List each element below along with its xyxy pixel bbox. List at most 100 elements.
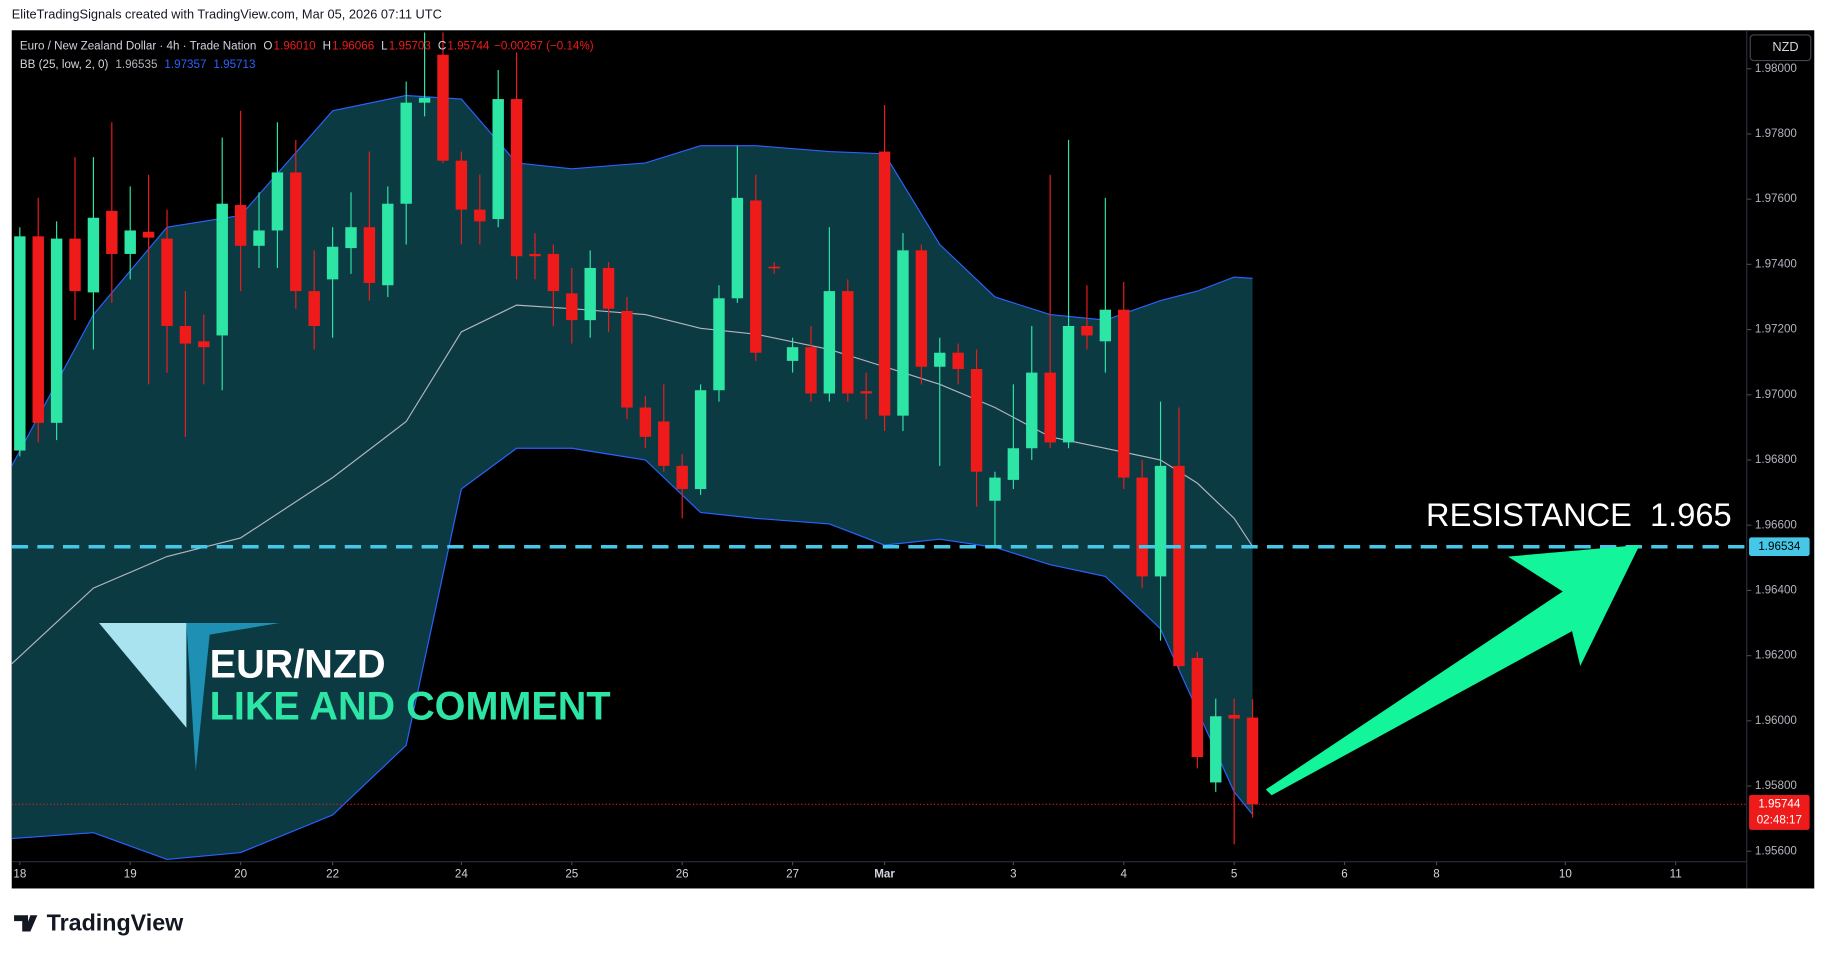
candle-body	[860, 391, 872, 394]
candle-body	[1099, 309, 1112, 342]
y-tick-label: 1.95600	[1755, 844, 1798, 857]
candle-body	[216, 203, 228, 336]
band-upper	[11, 94, 1253, 467]
ohlc-value: 1.96066	[332, 40, 374, 53]
candle-body	[474, 209, 486, 222]
x-tick-label: 10	[1559, 868, 1572, 881]
ohlc-value: 1.95744	[447, 40, 490, 53]
x-tick-label: 24	[455, 868, 468, 881]
band-middle	[11, 304, 1254, 665]
candle-body	[124, 230, 136, 254]
x-tick-label: 11	[1670, 868, 1682, 881]
candle-body	[658, 421, 670, 466]
candle-body	[823, 291, 836, 394]
candle-body	[750, 200, 762, 353]
candle-body	[1210, 716, 1222, 783]
band-middle-value: 1.96535	[115, 58, 157, 71]
candle-body	[142, 231, 155, 238]
candle-body	[345, 227, 357, 249]
band-upper-value: 1.97357	[164, 58, 206, 71]
candle-body	[970, 369, 983, 472]
change: −0.00267 (−0.14%)	[494, 40, 594, 53]
x-tick-label: 26	[676, 868, 689, 881]
candle-body	[713, 298, 725, 391]
candle-body	[1136, 477, 1148, 577]
x-tick-label: 18	[13, 868, 26, 881]
candle-body	[897, 250, 909, 416]
footer-brand: TradingView	[47, 910, 185, 936]
y-tick-label: 1.98000	[1755, 62, 1798, 75]
candle-body	[639, 407, 652, 437]
logo-left	[99, 622, 187, 728]
candle-body	[1228, 714, 1240, 719]
candle-body	[437, 54, 449, 161]
symbol-title: Euro / New Zealand Dollar · 4h · Trade N…	[20, 40, 256, 53]
candle-body	[363, 227, 376, 283]
resistance-price: 1.96534	[1758, 540, 1801, 553]
candle-body	[676, 465, 688, 490]
candle-body	[786, 347, 799, 361]
candle-body	[1044, 372, 1056, 443]
candle-body	[621, 310, 633, 408]
x-tick-label: Mar	[874, 868, 895, 881]
candle-body	[14, 236, 26, 451]
logo-icon	[14, 915, 38, 932]
y-tick-label: 1.96600	[1755, 518, 1798, 531]
candle-body	[1026, 372, 1038, 449]
ohlc-key: L	[381, 40, 388, 53]
candle-body	[989, 477, 1001, 501]
last-price: 1.95744	[1758, 797, 1801, 810]
plot: RESISTANCE 1.965 1.96534 1.95744 02:48:17 1.…	[11, 32, 1810, 881]
candle-body	[1081, 325, 1093, 336]
x-tick-label: 27	[786, 868, 799, 881]
pair-annotation: EUR/NZD	[210, 643, 386, 687]
ohlc-value: 1.95703	[389, 40, 431, 53]
candle-body	[69, 238, 81, 292]
last-price-box	[1749, 794, 1810, 830]
band-name: BB (25, low, 2, 0)	[20, 58, 109, 71]
candle-body	[492, 99, 504, 220]
candle-body	[455, 160, 468, 210]
tradingview-logo	[14, 915, 38, 932]
candle-body	[878, 151, 891, 416]
candle-body	[805, 347, 817, 394]
countdown: 02:48:17	[1757, 814, 1802, 827]
plot-layer	[11, 32, 1259, 860]
x-tick-label: 5	[1231, 868, 1237, 881]
candle-body	[1118, 309, 1130, 478]
candle-body	[234, 205, 247, 246]
x-tick-label: 25	[565, 868, 578, 881]
candle-body	[952, 352, 964, 370]
y-tick-label: 1.96200	[1755, 649, 1798, 662]
candle-body	[1062, 325, 1075, 443]
x-tick-label: 20	[234, 868, 247, 881]
y-tick-label: 1.97200	[1755, 323, 1798, 336]
candle-body	[271, 172, 284, 231]
candle-body	[1154, 465, 1167, 577]
candle-body	[566, 293, 578, 321]
credit: EliteTradingSignals created with Trading…	[12, 7, 442, 22]
band-legend: BB (25, low, 2, 0) 1.96535 1.97357 1.95713	[20, 58, 256, 71]
x-tick-label: 19	[124, 868, 137, 881]
candle-body	[179, 325, 192, 344]
candle-body	[326, 246, 339, 280]
candle-body	[1191, 657, 1204, 758]
band-lower-value: 1.95713	[213, 58, 255, 71]
candle-body	[768, 266, 780, 269]
x-tick-label: 3	[1010, 868, 1016, 881]
candle-body	[1246, 717, 1259, 805]
candle-body	[842, 291, 854, 394]
ohlc-key: O	[263, 40, 272, 53]
x-tick-label: 22	[326, 868, 339, 881]
currency-button[interactable]	[1749, 34, 1812, 62]
currency-label: NZD	[1772, 39, 1798, 54]
ohlc-key: C	[438, 40, 446, 53]
candle-body	[400, 102, 412, 204]
y-tick-label: 1.96800	[1755, 453, 1798, 466]
candle-body	[106, 210, 118, 254]
candle-body	[584, 267, 596, 321]
candle-body	[529, 253, 541, 257]
candle-body	[87, 217, 100, 293]
